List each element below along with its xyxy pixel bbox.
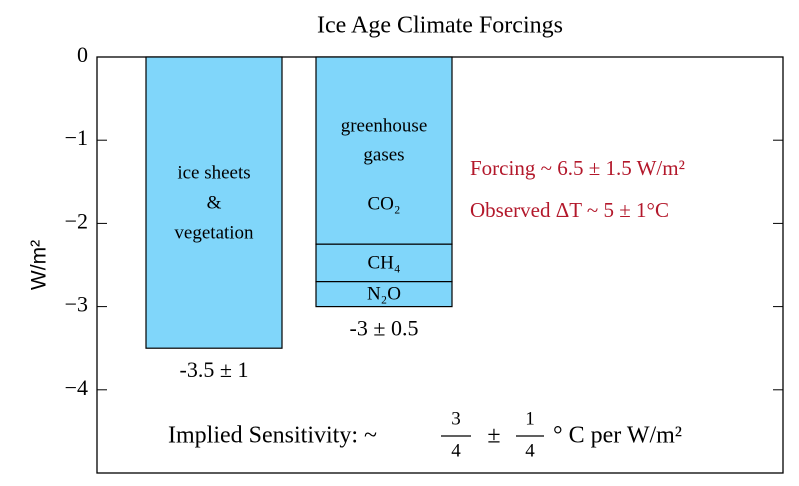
y-tick-label: −3	[65, 292, 88, 317]
y-tick-label: −4	[65, 375, 88, 400]
segment-label: N₂O	[367, 283, 401, 304]
segment-label: CO₂	[367, 193, 400, 214]
sensitivity-unit: ° C per W/m²	[553, 423, 682, 449]
bar-label: gases	[363, 144, 404, 165]
segment-label: CH₄	[367, 252, 400, 273]
value-label: -3.5 ± 1	[180, 357, 249, 382]
sensitivity-pm: ±	[487, 423, 500, 449]
bar-label: greenhouse	[341, 115, 428, 136]
fraction-num: 1	[525, 408, 535, 429]
y-tick-label: −2	[65, 208, 88, 233]
bar-segment	[315, 281, 453, 308]
bar-label: ice sheets	[177, 162, 250, 183]
fraction-den: 4	[451, 440, 461, 461]
annotation: Observed ΔT ~ 5 ± 1°C	[470, 198, 669, 222]
annotation: Forcing ~ 6.5 ± 1.5 W/m²	[470, 156, 685, 180]
fraction-den: 4	[525, 440, 535, 461]
bar-label: vegetation	[174, 222, 254, 243]
sensitivity-text: Implied Sensitivity: ~	[168, 423, 377, 449]
bar-label: &	[207, 192, 222, 213]
value-label: -3 ± 0.5	[350, 316, 419, 341]
y-tick-label: −1	[65, 125, 88, 150]
chart-title: Ice Age Climate Forcings	[317, 13, 563, 39]
y-tick-label: 0	[77, 42, 88, 67]
bar	[145, 56, 283, 349]
fraction-num: 3	[451, 408, 461, 429]
y-axis-label: W/m²	[28, 240, 51, 290]
